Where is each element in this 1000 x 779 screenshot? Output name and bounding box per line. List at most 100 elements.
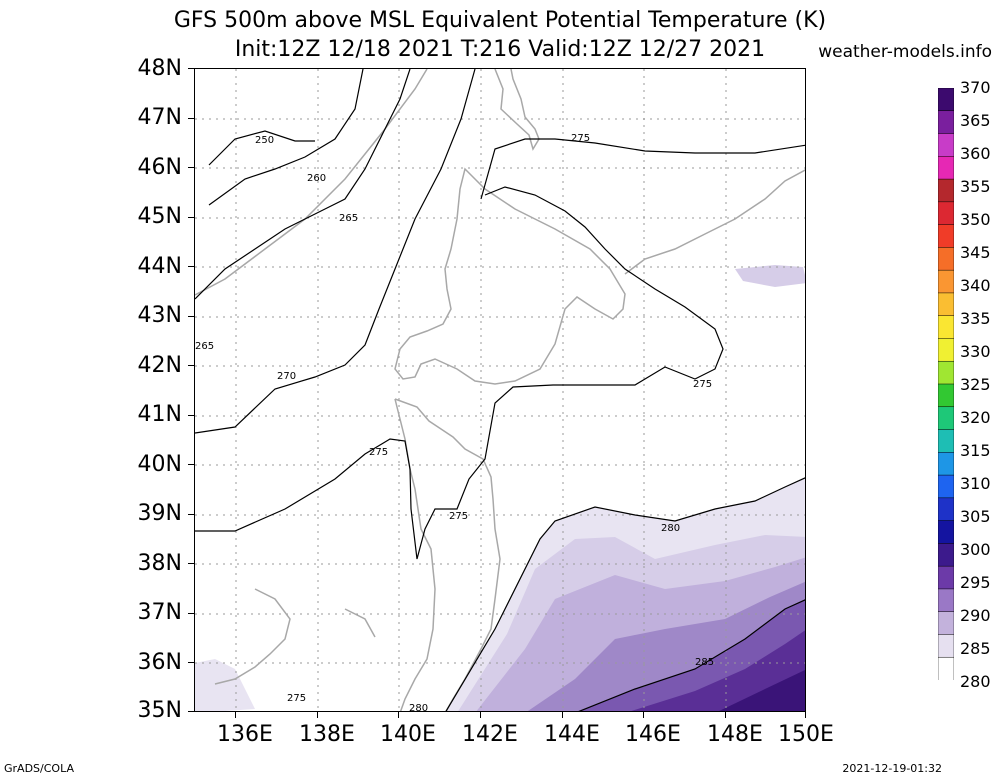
- lat-label-47n: 47N: [137, 105, 182, 130]
- shading-patch-sw: [195, 659, 255, 711]
- lon-label-138e: 138E: [299, 722, 355, 747]
- colorbar-label: 355: [960, 177, 991, 196]
- contour-label: 275: [571, 133, 590, 144]
- colorbar-swatch: [937, 543, 955, 567]
- contour-label: 275: [369, 447, 388, 458]
- colorbar-label: 360: [960, 144, 991, 163]
- lon-label-144e: 144E: [544, 722, 600, 747]
- brand-label: weather-models.info: [818, 42, 992, 62]
- colorbar-label: 315: [960, 441, 991, 460]
- map-subtitle: Init:12Z 12/18 2021 T:216 Valid:12Z 12/2…: [234, 37, 766, 62]
- map-plot-area: 250 260 265 265 270 275 275 275 275 275 …: [194, 68, 806, 712]
- colorbar-swatch: [937, 178, 955, 203]
- colorbar-label: 285: [960, 639, 991, 658]
- contour-label-group: 250 260 265 265 270 275 275 275 275 275 …: [195, 133, 714, 712]
- contours: [195, 69, 805, 711]
- colorbar-swatch: [937, 565, 955, 590]
- contour-270: [195, 69, 476, 434]
- colorbar-swatch: [937, 497, 955, 522]
- colorbar-label: 335: [960, 309, 991, 328]
- colorbar-swatch: [937, 133, 955, 158]
- lat-label-36n: 36N: [137, 650, 182, 675]
- colorbar-swatch: [937, 634, 955, 658]
- colorbar-label: 340: [960, 276, 991, 295]
- map-title: GFS 500m above MSL Equivalent Potential …: [173, 8, 827, 33]
- colorbar-swatch: [937, 588, 955, 613]
- contour-label: 265: [339, 213, 358, 224]
- colorbar-swatch: [937, 247, 955, 271]
- contour-label: 275: [693, 379, 712, 390]
- colorbar-label: 350: [960, 210, 991, 229]
- colorbar-label: 305: [960, 507, 991, 526]
- contour-label: 250: [255, 135, 274, 146]
- map-svg: 250 260 265 265 270 275 275 275 275 275 …: [195, 69, 805, 712]
- colorbar-swatch: [937, 383, 955, 408]
- lon-label-140e: 140E: [380, 722, 436, 747]
- contour-285: [578, 599, 805, 711]
- lat-label-40n: 40N: [137, 452, 182, 477]
- contour-275-north: [480, 138, 805, 200]
- colorbar-label: 345: [960, 243, 991, 262]
- colorbar-swatch: [937, 224, 955, 249]
- colorbar-swatch: [937, 292, 955, 317]
- contour-label: 270: [277, 371, 296, 382]
- lat-label-39n: 39N: [137, 501, 182, 526]
- colorbar-swatch: [937, 360, 955, 385]
- lat-label-44n: 44N: [137, 254, 182, 279]
- lon-label-136e: 136E: [217, 722, 273, 747]
- contour-250: [208, 130, 315, 166]
- colorbar-label: 290: [960, 606, 991, 625]
- lat-label-42n: 42N: [137, 353, 182, 378]
- colorbar-swatch: [937, 315, 955, 340]
- contour-280: [445, 477, 805, 711]
- contour-label: 275: [287, 693, 306, 704]
- contour-265: [195, 69, 411, 300]
- colorbar-swatch: [937, 452, 955, 476]
- contour-label: 280: [661, 523, 680, 534]
- shading-darkest: [719, 669, 805, 711]
- lon-label-150e: 150E: [778, 722, 834, 747]
- colorbar-swatch: [937, 87, 955, 112]
- lat-label-35n: 35N: [137, 698, 182, 723]
- lat-label-48n: 48N: [137, 56, 182, 81]
- colorbar-label: 310: [960, 474, 991, 493]
- contour-260: [208, 69, 364, 206]
- lon-label-146e: 146E: [625, 722, 681, 747]
- contour-label: 275: [449, 511, 468, 522]
- colorbar-swatch: [937, 656, 955, 681]
- lat-label-41n: 41N: [137, 402, 182, 427]
- footer-right: 2021-12-19-01:32: [842, 762, 942, 775]
- grid: [195, 69, 805, 711]
- colorbar-label: 320: [960, 408, 991, 427]
- colorbar-swatch: [937, 406, 955, 431]
- lat-label-45n: 45N: [137, 204, 182, 229]
- colorbar-label: 370: [960, 78, 991, 97]
- colorbar-label: 300: [960, 540, 991, 559]
- colorbar-swatch: [937, 110, 955, 135]
- footer-left: GrADS/COLA: [4, 762, 74, 775]
- lon-label-148e: 148E: [707, 722, 763, 747]
- colorbar-swatch: [937, 611, 955, 636]
- shading-patch-ne: [735, 265, 805, 287]
- coastlines: [195, 69, 805, 711]
- colorbar-label: 365: [960, 111, 991, 130]
- contour-label: 280: [409, 703, 428, 712]
- lon-label-142e: 142E: [462, 722, 518, 747]
- colorbar-swatch: [937, 520, 955, 545]
- colorbar-label: 325: [960, 375, 991, 394]
- colorbar-swatch: [937, 201, 955, 226]
- colorbar-swatch: [937, 338, 955, 362]
- contour-label: 285: [695, 657, 714, 668]
- colorbar-swatch: [937, 156, 955, 180]
- colorbar-swatch: [937, 269, 955, 294]
- colorbar: [937, 87, 955, 681]
- lat-label-43n: 43N: [137, 303, 182, 328]
- contour-label: 260: [307, 173, 326, 184]
- colorbar-label: 295: [960, 573, 991, 592]
- colorbar-swatch: [937, 474, 955, 499]
- lat-label-37n: 37N: [137, 600, 182, 625]
- contour-label: 265: [195, 341, 214, 352]
- lat-label-46n: 46N: [137, 155, 182, 180]
- colorbar-label: 280: [960, 672, 991, 691]
- colorbar-swatch: [937, 429, 955, 454]
